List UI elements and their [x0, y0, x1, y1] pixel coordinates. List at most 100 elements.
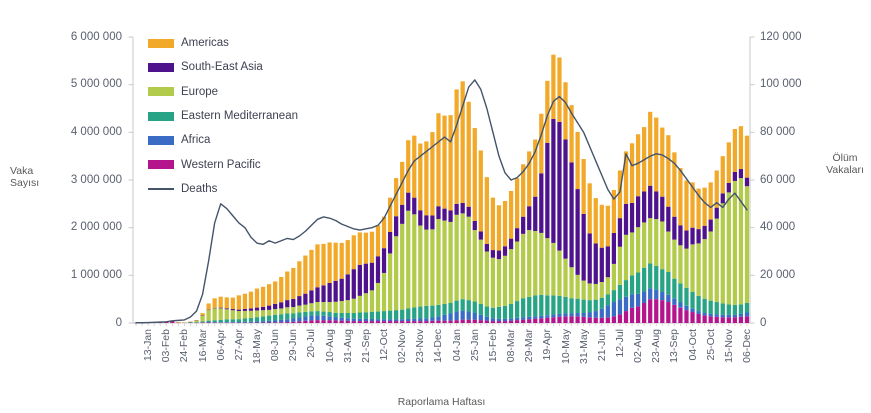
bar-segment — [666, 206, 671, 232]
bar-segment — [333, 317, 338, 321]
bar-segment — [218, 296, 223, 308]
bar-segment — [508, 318, 514, 321]
legend-item-americas: Americas — [148, 31, 298, 55]
bar-segment — [702, 225, 707, 240]
bar-segment — [521, 298, 526, 318]
bar-segment — [545, 295, 550, 316]
bar-segment — [260, 286, 266, 307]
bar-segment — [424, 229, 429, 306]
bar-segment — [436, 219, 441, 305]
bar-segment — [702, 239, 707, 299]
bar-segment — [303, 304, 308, 312]
bar-segment — [400, 223, 405, 310]
bar-segment — [672, 304, 677, 323]
bar-segment — [345, 320, 350, 324]
x-axis-tick-label: 20-Jul — [305, 329, 318, 358]
x-axis-tick-label: 29-Jun — [287, 329, 300, 362]
bar-segment — [521, 216, 526, 234]
bar-segment — [224, 322, 229, 323]
bar-segment — [569, 162, 574, 268]
bar-segment — [575, 131, 580, 190]
bar-segment — [654, 265, 659, 290]
americas-swatch-icon — [148, 38, 174, 48]
legend-item-europe: Europe — [148, 80, 298, 104]
bar-segment — [533, 318, 538, 323]
bar-segment — [309, 311, 314, 316]
bar-segment — [472, 312, 477, 320]
bar-segment — [514, 228, 520, 242]
bar-segment — [569, 267, 574, 299]
bar-segment — [430, 229, 435, 306]
bar-segment — [684, 248, 689, 288]
bar-segment — [375, 256, 381, 283]
bar-segment — [623, 151, 629, 204]
bar-segment — [448, 210, 453, 222]
bar-segment — [357, 232, 362, 265]
bar-segment — [369, 262, 375, 291]
bar-segment — [387, 321, 393, 323]
bar-segment — [490, 197, 496, 251]
bar-segment — [557, 316, 562, 323]
right-axis-title-line1: Ölüm — [832, 152, 858, 164]
bar-segment — [587, 283, 592, 301]
legend-item-south-east-asia: South-East Asia — [148, 55, 298, 79]
bar-segment — [527, 319, 532, 323]
bar-segment — [720, 317, 725, 323]
bar-segment — [484, 251, 489, 307]
bar-segment — [279, 308, 284, 315]
x-axis-tick-label: 14-Dec — [432, 329, 445, 363]
right-axis-title: Ölüm Vakaları — [820, 152, 870, 176]
bar-segment — [406, 210, 411, 309]
bar-segment — [587, 312, 592, 318]
bar-segment — [648, 111, 653, 186]
x-axis-tick-label: 06-Apr — [214, 329, 227, 361]
bar-segment — [387, 197, 393, 232]
bar-segment — [279, 277, 284, 303]
bar-segment — [273, 320, 278, 323]
bar-segment — [539, 315, 544, 319]
bar-segment — [478, 303, 483, 315]
bar-segment — [424, 321, 429, 323]
bar-segment — [297, 312, 302, 318]
x-axis-tick-label: 25-Jan — [468, 329, 481, 362]
bar-segment — [303, 320, 308, 324]
bar-segment — [642, 291, 647, 303]
bar-segment — [357, 295, 362, 313]
bar-segment — [660, 269, 665, 293]
bar-segment — [696, 243, 701, 296]
bar-segment — [472, 220, 477, 231]
x-axis-tick-label: 31-May — [577, 329, 590, 365]
bar-segment — [315, 244, 320, 288]
bar-segment — [527, 296, 532, 317]
bar-segment — [454, 311, 459, 321]
bar-segment — [363, 318, 369, 322]
bar-segment — [194, 320, 199, 323]
bar-segment — [496, 306, 502, 319]
bar-segment — [260, 310, 266, 317]
bar-segment — [472, 301, 477, 313]
bar-segment — [327, 302, 332, 313]
right-axis-tick-label: 80 000 — [760, 125, 796, 138]
bar-segment — [309, 315, 314, 321]
bar-segment — [291, 298, 296, 308]
bar-segment — [333, 301, 338, 313]
bar-segment — [744, 135, 750, 178]
bar-segment — [279, 319, 284, 323]
bar-segment — [648, 288, 653, 300]
x-axis-tick-label: 13-Jan — [142, 329, 155, 362]
bar-segment — [569, 313, 574, 317]
bar-segment — [466, 216, 471, 301]
bar-segment — [484, 243, 489, 252]
bar-segment — [684, 305, 689, 311]
bar-segment — [714, 218, 719, 303]
bar-segment — [623, 311, 629, 323]
bar-segment — [430, 305, 435, 318]
bar-segment — [496, 250, 502, 260]
left-axis-tick-label: 5 000 000 — [70, 78, 122, 91]
bar-segment — [738, 126, 744, 170]
bar-segment — [545, 80, 550, 143]
bar-segment — [357, 318, 362, 322]
bar-segment — [448, 221, 453, 303]
bar-segment — [454, 300, 459, 312]
bar-segment — [248, 308, 254, 311]
